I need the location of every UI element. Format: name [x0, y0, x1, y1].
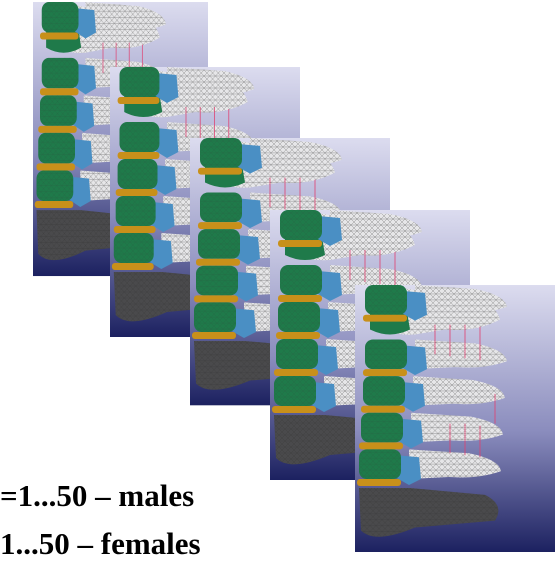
caption: =1...50 – males [0, 478, 194, 514]
figure [0, 0, 555, 552]
caption: 1...50 – females [0, 526, 201, 562]
model-panel [355, 285, 555, 552]
page: =1...50 – males 1...50 – females {"capti… [0, 0, 555, 552]
